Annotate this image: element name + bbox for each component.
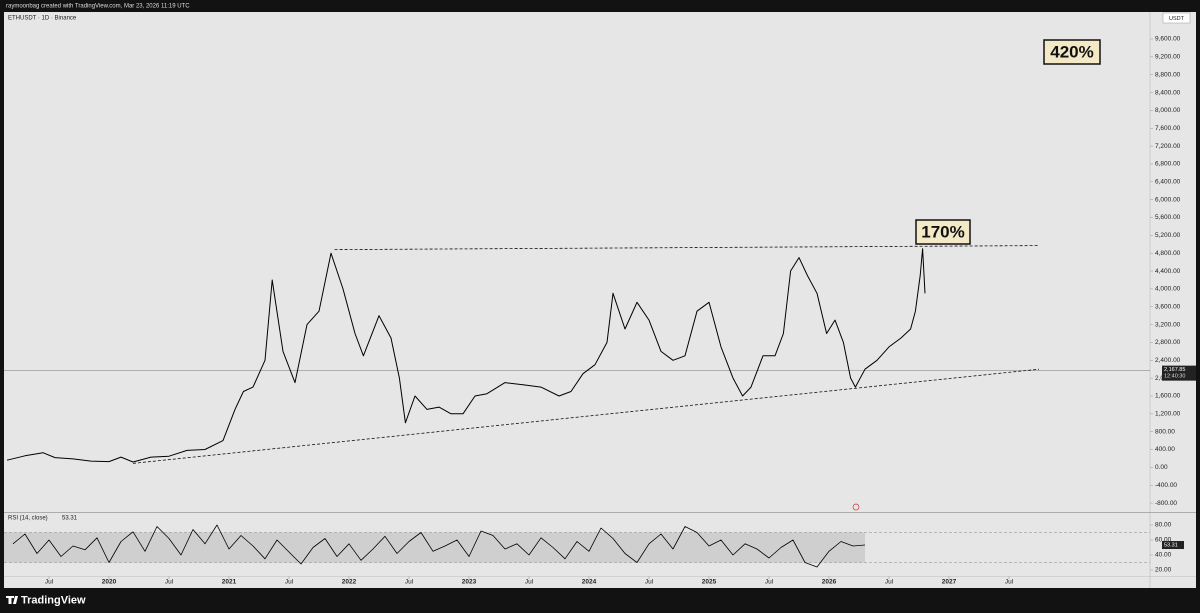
y-tick-label: -400.00: [1155, 482, 1177, 489]
y-tick-label: 60.00: [1155, 537, 1172, 544]
x-tick-label: Jul: [45, 579, 54, 586]
x-tick-label: Jul: [285, 579, 294, 586]
y-tick-label: 7,200.00: [1155, 143, 1181, 150]
y-tick-label: 9,600.00: [1155, 36, 1181, 43]
y-tick-label: 7,600.00: [1155, 125, 1181, 132]
trendline: [132, 368, 1040, 464]
brand-name: TradingView: [21, 594, 86, 606]
y-tick-label: 4,000.00: [1155, 286, 1181, 293]
currency: USDT: [1169, 16, 1185, 22]
x-tick-label: 2021: [222, 579, 237, 586]
y-tick-label: 400.00: [1155, 446, 1175, 453]
x-tick-label: Jul: [645, 579, 654, 586]
y-tick-label: 5,600.00: [1155, 214, 1181, 221]
x-tick-label: 2024: [582, 579, 597, 586]
y-tick-label: 8,400.00: [1155, 89, 1181, 96]
y-tick-label: 6,800.00: [1155, 161, 1181, 168]
x-tick-label: Jul: [1005, 579, 1014, 586]
y-tick-label: -800.00: [1155, 500, 1177, 507]
brand: TradingView: [6, 594, 86, 606]
x-tick-label: 2026: [822, 579, 837, 586]
y-tick-label: 40.00: [1155, 552, 1172, 559]
y-tick-label: 4,400.00: [1155, 268, 1181, 275]
x-tick-label: 2020: [102, 579, 117, 586]
annotation: 420%: [1050, 42, 1093, 61]
x-tick-label: Jul: [165, 579, 174, 586]
y-tick-label: 6,000.00: [1155, 196, 1181, 203]
x-tick-label: 2022: [342, 579, 357, 586]
rsi-last-label: 53.31: [1164, 542, 1178, 548]
y-tick-label: 20.00: [1155, 567, 1172, 574]
x-tick-label: 2025: [702, 579, 717, 586]
y-tick-label: 1,200.00: [1155, 411, 1181, 418]
y-tick-label: 4,800.00: [1155, 250, 1181, 257]
annotation-box: [915, 219, 971, 245]
trendline: [334, 245, 1040, 251]
rsi-last-box: [1162, 541, 1184, 550]
x-tick-label: Jul: [525, 579, 534, 586]
y-tick-label: 2,400.00: [1155, 357, 1181, 364]
y-tick-label: 8,800.00: [1155, 71, 1181, 78]
x-tick-label: Jul: [405, 579, 414, 586]
y-tick-label: 80.00: [1155, 522, 1172, 529]
y-tick-label: 1,600.00: [1155, 393, 1181, 400]
y-tick-label: 3,600.00: [1155, 303, 1181, 310]
y-tick-label: 3,200.00: [1155, 321, 1181, 328]
annotation: 170%: [921, 222, 964, 241]
y-tick-label: 6,400.00: [1155, 179, 1181, 186]
x-tick-label: Jul: [765, 579, 774, 586]
last-price-box: [1162, 365, 1196, 381]
last-price-label: 2,167.85: [1164, 367, 1185, 373]
x-tick-label: Jul: [885, 579, 894, 586]
event-icon: [852, 503, 860, 511]
y-tick-label: 9,200.00: [1155, 54, 1181, 61]
currency-box: [1162, 12, 1191, 24]
header: raymoonbag created with TradingView.com,…: [6, 4, 190, 10]
y-tick-label: 5,200.00: [1155, 232, 1181, 239]
rsi-title: RSI (14, close): [8, 516, 48, 522]
x-tick-label: 2027: [942, 579, 957, 586]
y-tick-label: 800.00: [1155, 428, 1175, 435]
rsi-band: [4, 532, 865, 563]
chart-area: [4, 12, 1196, 588]
symbol-title: ETHUSDT · 1D · Binance: [8, 16, 77, 22]
y-tick-label: 0.00: [1155, 464, 1168, 471]
y-tick-label: 2,800.00: [1155, 339, 1181, 346]
logo: [6, 596, 18, 604]
countdown: 12:40:30: [1164, 374, 1185, 380]
price-line: [6, 248, 926, 463]
rsi-line: [12, 524, 866, 568]
x-tick-label: 2023: [462, 579, 477, 586]
annotation-box: [1043, 39, 1101, 65]
rsi-value: 53.31: [62, 516, 78, 522]
y-tick-label: 8,000.00: [1155, 107, 1181, 114]
